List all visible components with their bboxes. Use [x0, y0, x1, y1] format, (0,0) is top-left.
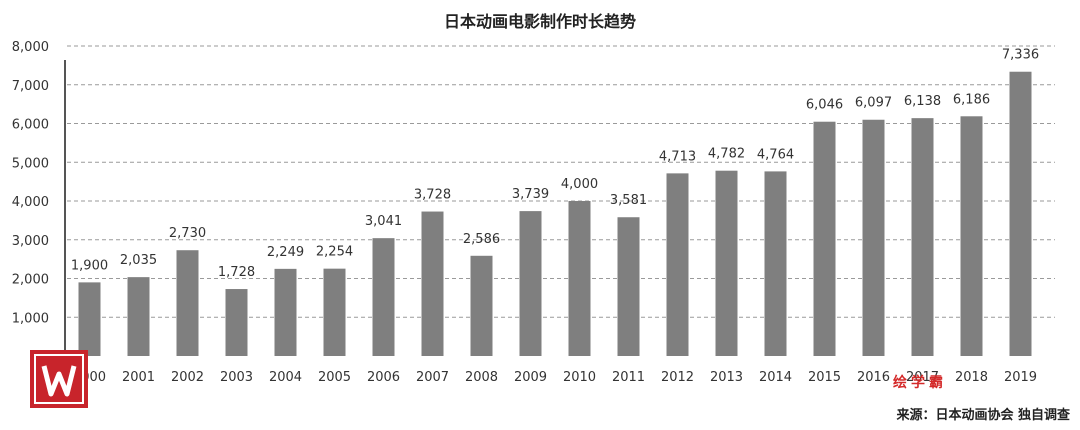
- x-tick-label: 2014: [759, 370, 792, 385]
- data-label: 4,000: [561, 177, 598, 192]
- data-label: 4,713: [659, 149, 696, 164]
- x-tick-label: 2012: [661, 370, 694, 385]
- data-label: 6,046: [806, 98, 843, 113]
- data-label: 3,041: [365, 214, 402, 229]
- bar: [764, 171, 787, 356]
- x-tick-label: 2018: [955, 370, 988, 385]
- bar: [715, 170, 738, 356]
- y-tick-label: 7,000: [12, 79, 49, 94]
- data-label: 3,581: [610, 193, 647, 208]
- data-label: 7,336: [1002, 48, 1039, 63]
- bar: [78, 282, 101, 356]
- y-tick-label: 1,000: [12, 311, 49, 326]
- x-tick-label: 2009: [514, 370, 547, 385]
- x-tick-label: 2006: [367, 370, 400, 385]
- x-tick-label: 2019: [1004, 370, 1037, 385]
- data-label: 6,138: [904, 94, 941, 109]
- chart-title: 日本动画电影制作时长趋势: [443, 12, 636, 31]
- bar: [323, 268, 346, 356]
- data-label: 2,254: [316, 245, 353, 260]
- logo-w-icon: [34, 354, 84, 404]
- bar: [470, 255, 493, 356]
- watermark-logo: [30, 350, 88, 408]
- bar: [176, 250, 199, 356]
- x-tick-label: 2015: [808, 370, 841, 385]
- bar: [421, 211, 444, 356]
- bar: [127, 277, 150, 356]
- data-label: 2,730: [169, 226, 206, 241]
- y-tick-label: 3,000: [12, 234, 49, 249]
- bar: [862, 119, 885, 357]
- bar: [813, 121, 836, 356]
- bar: [911, 118, 934, 356]
- data-label: 6,097: [855, 96, 892, 111]
- x-tick-label: 2003: [220, 370, 253, 385]
- x-tick-label: 2011: [612, 370, 645, 385]
- x-tick-label: 2017: [906, 370, 939, 385]
- data-label: 2,035: [120, 253, 157, 268]
- bar: [225, 289, 248, 356]
- bar: [960, 116, 983, 356]
- data-label: 1,900: [71, 258, 108, 273]
- x-tick-label: 2001: [122, 370, 155, 385]
- data-label: 3,739: [512, 187, 549, 202]
- source-note: 来源：日本动画协会 独自调查: [896, 408, 1070, 423]
- data-label: 2,586: [463, 232, 500, 247]
- x-tick-label: 2013: [710, 370, 743, 385]
- bar: [519, 211, 542, 356]
- x-tick-label: 2002: [171, 370, 204, 385]
- bar: [372, 238, 395, 356]
- data-label: 2,249: [267, 245, 304, 260]
- bar: [568, 201, 591, 356]
- bar: [274, 268, 297, 356]
- bar: [666, 173, 689, 356]
- x-tick-label: 2016: [857, 370, 890, 385]
- y-tick-label: 2,000: [12, 273, 49, 288]
- bar: [1009, 71, 1032, 356]
- x-tick-label: 2010: [563, 370, 596, 385]
- x-tick-label: 2007: [416, 370, 449, 385]
- watermark-brand: 绘学霸: [893, 375, 947, 391]
- data-label: 3,728: [414, 188, 451, 203]
- data-label: 4,782: [708, 147, 745, 162]
- bar: [617, 217, 640, 356]
- y-tick-label: 6,000: [12, 118, 49, 133]
- y-tick-label: 4,000: [12, 195, 49, 210]
- data-label: 4,764: [757, 147, 794, 162]
- x-tick-label: 2004: [269, 370, 302, 385]
- data-label: 1,728: [218, 265, 255, 280]
- x-tick-label: 2005: [318, 370, 351, 385]
- x-tick-label: 2008: [465, 370, 498, 385]
- data-label: 6,186: [953, 92, 990, 107]
- y-tick-label: 5,000: [12, 156, 49, 171]
- y-tick-label: 8,000: [12, 40, 49, 55]
